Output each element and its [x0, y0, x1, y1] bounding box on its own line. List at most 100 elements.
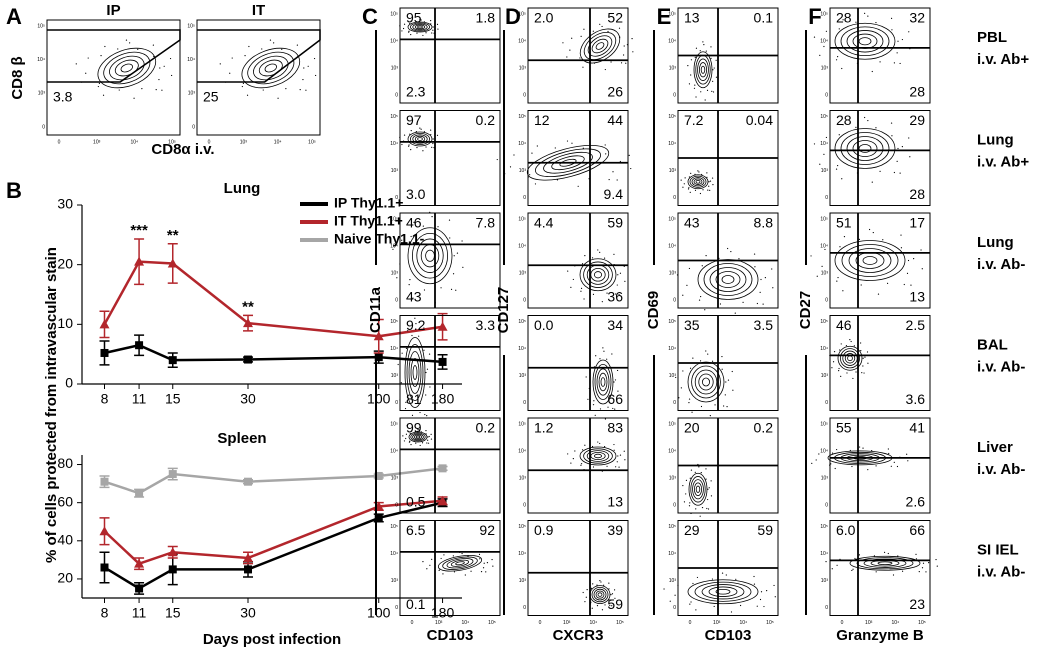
event-dot [439, 568, 441, 570]
quadrant-value: 36 [607, 289, 623, 305]
contour [103, 51, 151, 85]
gate [47, 29, 181, 83]
event-dot [599, 408, 602, 410]
event-dot [605, 153, 607, 155]
flow-tick-label: 10³ [669, 65, 677, 71]
event-dot [675, 376, 677, 379]
event-dot [418, 335, 420, 337]
event-dot [313, 57, 316, 60]
event-dot [601, 25, 603, 28]
marker [99, 319, 110, 329]
flow-tick-label: 10⁵ [668, 216, 676, 222]
contour [847, 355, 853, 362]
event-dot [707, 353, 709, 355]
event-dot [583, 28, 585, 30]
flow-tick-label: 10⁴ [130, 139, 138, 145]
flow-tick-label: 10³ [519, 373, 527, 379]
quadrant-value: 9.4 [604, 186, 624, 202]
event-dot [581, 263, 584, 265]
event-dot [920, 249, 922, 251]
quadrant-value: 41 [909, 420, 925, 436]
contour [690, 476, 706, 503]
x-axis-label: CD103 [427, 627, 474, 644]
flow-plot-frame [527, 417, 629, 514]
flow-tick-label: 10³ [391, 578, 399, 584]
event-dot [850, 340, 852, 343]
event-dot [618, 27, 621, 29]
event-dot [860, 342, 862, 344]
flow-plot-frame [527, 110, 629, 206]
event-dot [133, 97, 135, 99]
flow-tick-label: 10⁴ [668, 346, 676, 352]
plot-title: IP [106, 2, 120, 19]
row-label: i.v. Ab- [977, 563, 1025, 580]
event-dot [685, 479, 688, 482]
event-dot [420, 19, 422, 21]
event-dot [921, 567, 924, 569]
event-dot [423, 21, 425, 23]
contour [543, 151, 593, 174]
quadrant-value: 34 [607, 317, 623, 333]
event-dot [421, 442, 424, 444]
contour [595, 590, 605, 599]
flow-tick-label: 10⁵ [668, 319, 676, 325]
event-dot [453, 255, 455, 257]
event-dot [721, 572, 724, 574]
event-dot [405, 347, 408, 350]
event-dot [896, 52, 898, 54]
event-dot [663, 588, 665, 590]
contour [858, 144, 872, 153]
event-dot [918, 571, 920, 573]
flow-tick-label: 10⁴ [820, 243, 828, 249]
event-dot [601, 609, 604, 611]
chart-title: Lung [224, 180, 261, 197]
event-dot [906, 272, 909, 274]
contour [840, 26, 890, 57]
contour [849, 555, 921, 571]
event-dot [492, 565, 494, 567]
event-dot [580, 287, 583, 290]
event-dot [811, 462, 813, 465]
event-dot [285, 88, 287, 90]
flow-tick-label: 10⁵ [668, 11, 676, 17]
event-dot [409, 432, 411, 435]
flow-tick-label: 10⁵ [668, 114, 676, 120]
quadrant-value: 17 [909, 215, 925, 231]
event-dot [592, 466, 595, 468]
event-dot [823, 45, 825, 48]
event-dot [620, 62, 623, 64]
event-dot [409, 279, 411, 281]
event-dot [698, 466, 700, 468]
flow-tick-label: 0 [673, 195, 676, 201]
event-dot [416, 32, 418, 34]
event-dot [837, 164, 839, 167]
quadrant-value: 26 [607, 84, 623, 100]
event-dot [415, 21, 417, 23]
event-dot [399, 399, 401, 401]
event-dot [591, 607, 593, 609]
event-dot [405, 401, 407, 403]
event-dot [596, 605, 599, 607]
flow-tick-label: 10⁵ [668, 421, 676, 427]
event-dot [618, 466, 620, 468]
event-dot [711, 578, 714, 580]
event-dot [163, 65, 165, 67]
event-dot [432, 142, 434, 145]
event-dot [909, 156, 911, 158]
contour [863, 558, 907, 568]
event-dot [901, 146, 903, 148]
event-dot [913, 258, 915, 260]
event-dot [888, 452, 890, 455]
event-dot [852, 377, 854, 380]
event-dot [632, 51, 634, 53]
event-dot [815, 459, 817, 461]
event-dot [422, 150, 424, 152]
marker [100, 563, 109, 572]
flow-tick-label: 10⁵ [390, 319, 398, 325]
event-dot [705, 255, 707, 257]
event-dot [631, 38, 633, 40]
event-dot [431, 32, 433, 34]
event-dot [707, 488, 709, 490]
event-dot [440, 287, 442, 289]
